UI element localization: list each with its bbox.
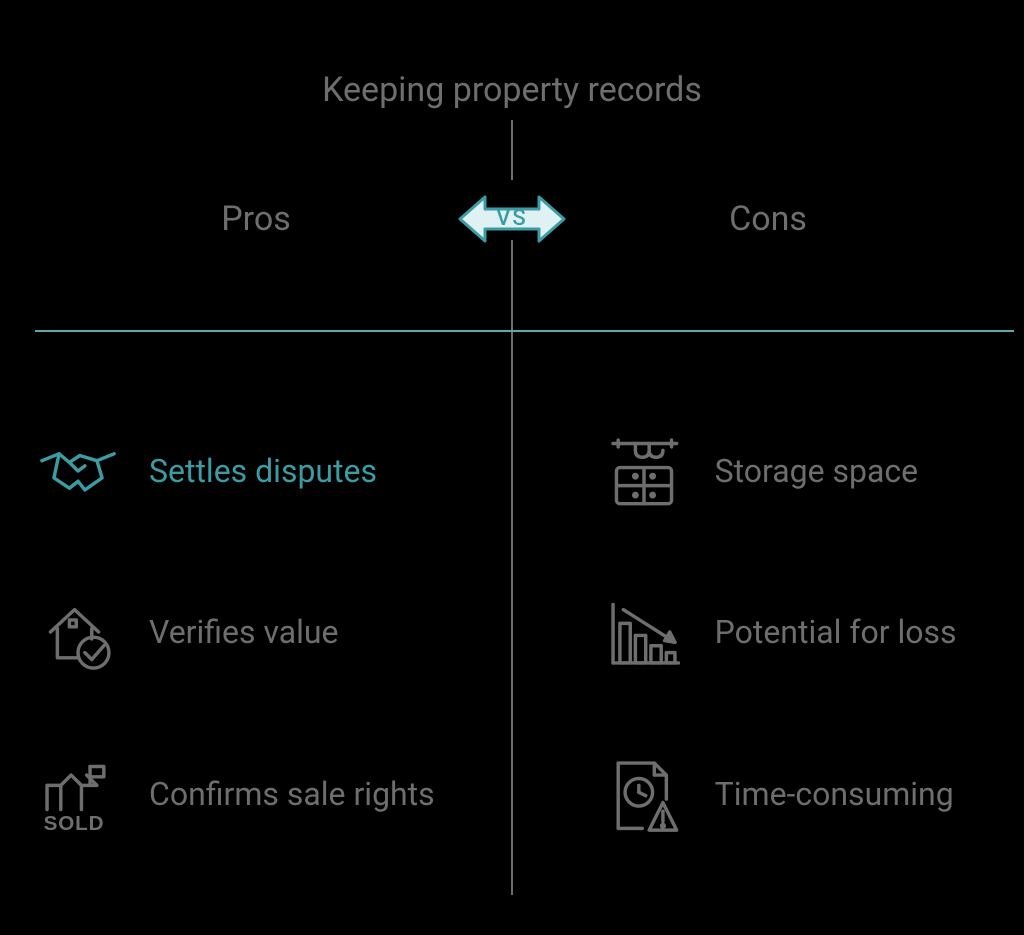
vs-label: VS (496, 206, 528, 231)
divider-horizontal (35, 330, 1014, 332)
cons-header: Cons (512, 199, 1024, 239)
item-label: Verifies value (149, 613, 339, 651)
list-item: Storage space (601, 428, 989, 514)
item-label: Settles disputes (149, 452, 377, 490)
infographic-container: Keeping property records Pros Cons VS (0, 0, 1024, 935)
item-label: Confirms sale rights (149, 775, 435, 813)
house-check-icon (35, 589, 121, 675)
list-item: SOLD Confirms sale rights (35, 751, 483, 837)
doc-clock-warn-icon (601, 751, 687, 837)
item-label: Storage space (715, 452, 919, 490)
pros-header: Pros (0, 199, 512, 239)
cons-column: Storage space Potential for loss (541, 370, 989, 915)
page-title: Keeping property records (0, 70, 1024, 110)
list-item: Settles disputes (35, 428, 483, 514)
sold-sign-icon: SOLD (35, 751, 121, 837)
divider-vertical (511, 240, 513, 895)
svg-text:SOLD: SOLD (44, 812, 105, 835)
decline-bars-icon (601, 589, 687, 675)
list-item: Verifies value (35, 589, 483, 675)
item-label: Time-consuming (715, 775, 954, 813)
divider-top-stem (511, 120, 513, 180)
vs-badge: VS (457, 187, 567, 251)
closet-icon (601, 428, 687, 514)
pros-column: Settles disputes Verifies value (35, 370, 483, 915)
list-item: Time-consuming (601, 751, 989, 837)
handshake-icon (35, 428, 121, 514)
list-item: Potential for loss (601, 589, 989, 675)
header-row: Pros Cons VS (0, 174, 1024, 264)
item-label: Potential for loss (715, 613, 957, 651)
